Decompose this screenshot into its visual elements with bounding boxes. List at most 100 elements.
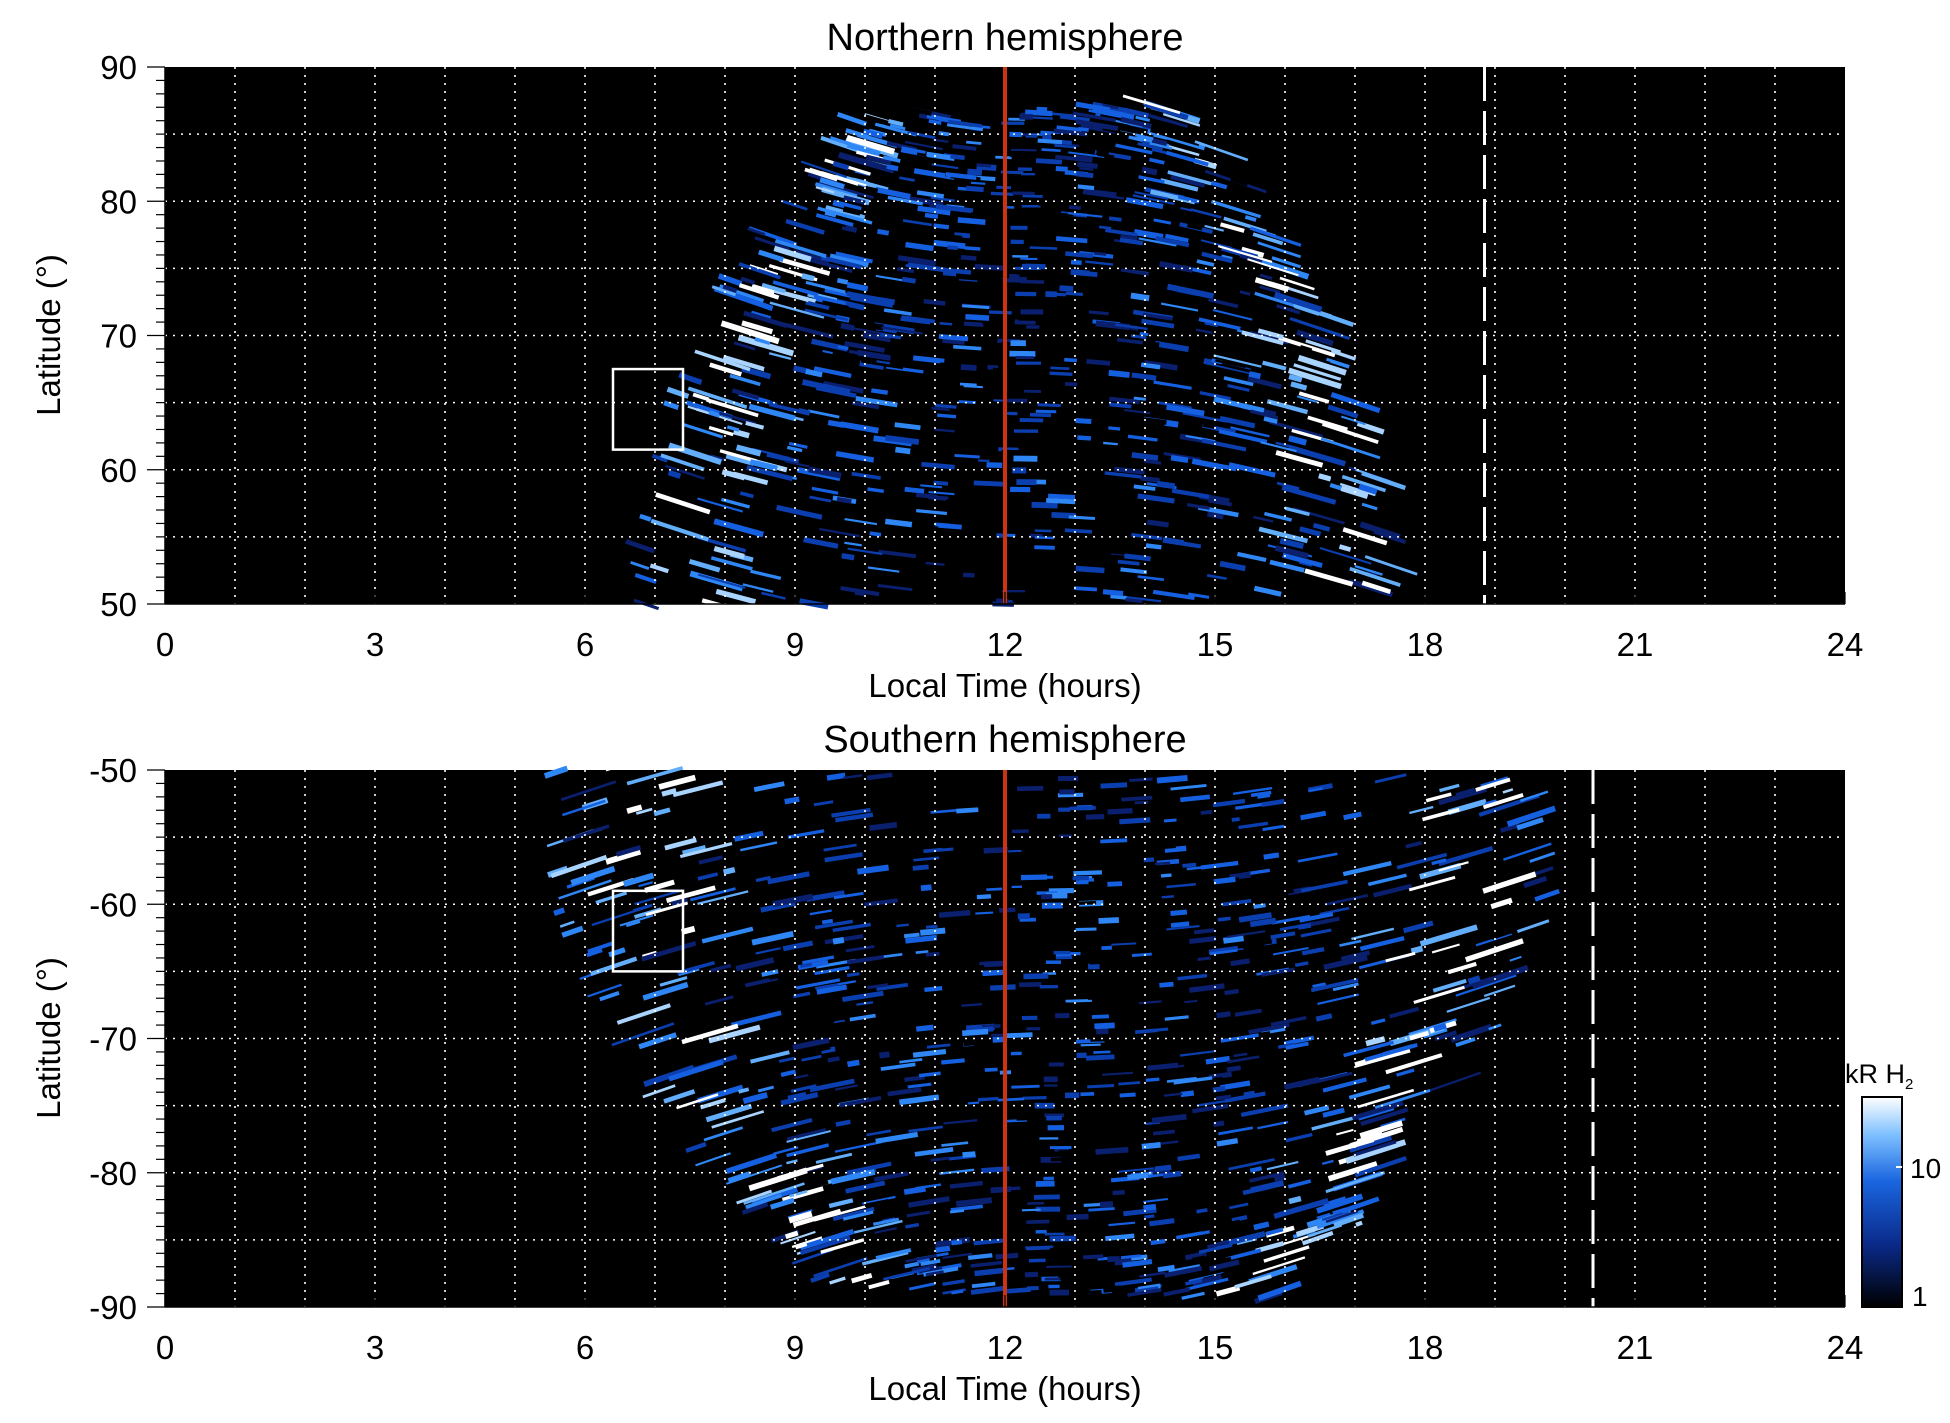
south-emission-streak: [1317, 993, 1359, 1005]
north-emission-streak: [649, 563, 669, 574]
south-emission-streak: [1439, 783, 1460, 793]
south-emission-streak: [1215, 1094, 1232, 1101]
south-emission-streak: [792, 1037, 830, 1051]
north-emission-streak: [751, 283, 775, 296]
north-emission-streak: [954, 232, 971, 239]
south-emission-streak: [1025, 1245, 1054, 1249]
south-y-tick-label: -60: [89, 886, 137, 923]
north-emission-streak: [1077, 126, 1089, 132]
south-emission-streak: [970, 1260, 1003, 1268]
south-emission-streak: [887, 1087, 922, 1097]
north-emission-streak: [865, 154, 892, 166]
north-emission-streak: [1065, 191, 1080, 198]
south-emission-streak: [1455, 974, 1517, 997]
north-emission-streak: [1068, 308, 1082, 313]
north-emission-streak: [935, 204, 974, 214]
south-emission-streak: [1332, 982, 1359, 992]
north-emission-streak: [1028, 236, 1052, 241]
north-emission-streak: [901, 315, 936, 324]
north-emission-streak: [1219, 222, 1245, 233]
south-emission-streak: [1262, 824, 1285, 832]
north-emission-streak: [1137, 575, 1165, 581]
south-emission-streak: [961, 1003, 983, 1007]
south-emission-streak: [1480, 776, 1509, 788]
north-emission-streak: [900, 146, 926, 157]
north-axes: 0 3 6 9 12 15 18 21 24 90 80 70 60 50: [100, 49, 1863, 663]
south-emission-streak: [935, 1176, 947, 1181]
south-emission-streak: [1177, 854, 1200, 861]
south-emission-streak: [813, 800, 834, 807]
south-emission-streak: [849, 1013, 876, 1022]
south-emission-streak: [1122, 1258, 1153, 1268]
south-emission-streak: [925, 1270, 944, 1277]
north-emission-streak: [1125, 256, 1138, 264]
north-emission-streak: [829, 136, 851, 146]
north-emission-streak: [953, 344, 982, 351]
south-emission-streak: [935, 1245, 951, 1253]
south-emission-streak: [826, 772, 846, 781]
south-emission-streak: [809, 909, 832, 916]
north-emission-streak: [1055, 236, 1088, 244]
north-emission-streak: [976, 163, 997, 171]
south-emission-streak: [668, 1059, 724, 1082]
north-emission-streak: [1340, 415, 1366, 426]
south-emission-streak: [1147, 1062, 1179, 1071]
north-emission-streak: [1123, 107, 1150, 119]
south-emission-streak: [923, 847, 943, 854]
south-emission-streak: [701, 926, 754, 944]
north-emission-streak: [1241, 246, 1265, 258]
south-emission-streak: [847, 1059, 860, 1068]
north-emission-streak: [1159, 178, 1199, 192]
north-emission-streak: [861, 359, 889, 367]
north-emission-streak: [1300, 345, 1313, 351]
south-axes: 0 3 6 9 12 15 18 21 24 -50 -60 -70 -80 -90: [89, 752, 1863, 1366]
north-emission-streak: [1154, 340, 1190, 353]
north-emission-streak: [1059, 285, 1074, 292]
south-emission-streak: [565, 902, 607, 921]
south-emission-streak: [1502, 788, 1514, 794]
north-emission-streak: [1275, 441, 1291, 448]
north-emission-streak: [1109, 402, 1132, 409]
north-emission-streak: [946, 123, 983, 132]
north-emission-streak: [1092, 198, 1117, 205]
north-emission-streak: [1085, 260, 1114, 266]
south-emission-streak: [787, 1091, 807, 1100]
south-emission-streak: [1002, 1032, 1033, 1039]
north-emission-streak: [938, 131, 950, 137]
north-emission-streak: [915, 492, 938, 499]
north-emission-streak: [931, 163, 959, 170]
north-emission-streak: [1115, 143, 1153, 155]
south-emission-streak: [591, 904, 653, 927]
north-emission-streak: [836, 277, 849, 285]
south-emission-streak: [769, 973, 789, 980]
south-emission-streak: [903, 932, 920, 939]
south-emission-streak: [1506, 805, 1557, 828]
north-emission-streak: [1263, 511, 1293, 522]
south-emission-streak: [1385, 951, 1416, 963]
north-emission-streak: [938, 334, 969, 342]
north-emission-streak: [876, 228, 890, 236]
north-emission-streak: [920, 484, 943, 489]
south-emission-streak: [1301, 946, 1325, 956]
north-emission-streak: [1164, 288, 1201, 301]
south-emission-streak: [615, 844, 642, 857]
north-emission-streak: [1202, 423, 1215, 429]
south-emission-streak: [1159, 981, 1174, 988]
north-emission-streak: [1204, 322, 1219, 328]
south-emission-streak: [992, 1036, 1006, 1043]
north-emission-streak: [870, 388, 889, 395]
south-emission-streak: [722, 866, 736, 875]
south-emission-streak: [830, 1169, 876, 1185]
north-emission-streak: [1075, 565, 1105, 574]
north-emission-streak: [731, 388, 760, 400]
south-emission-streak: [663, 1089, 696, 1104]
north-emission-streak: [844, 340, 885, 353]
north-emission-streak: [1304, 568, 1354, 587]
north-emission-streak: [1305, 339, 1341, 354]
north-emission-streak: [1330, 349, 1357, 361]
north-emission-streak: [805, 280, 846, 294]
north-emission-streak: [1227, 383, 1250, 392]
south-emission-streak: [813, 1257, 868, 1278]
north-emission-streak: [888, 118, 904, 127]
north-emission-streak: [1191, 471, 1210, 481]
